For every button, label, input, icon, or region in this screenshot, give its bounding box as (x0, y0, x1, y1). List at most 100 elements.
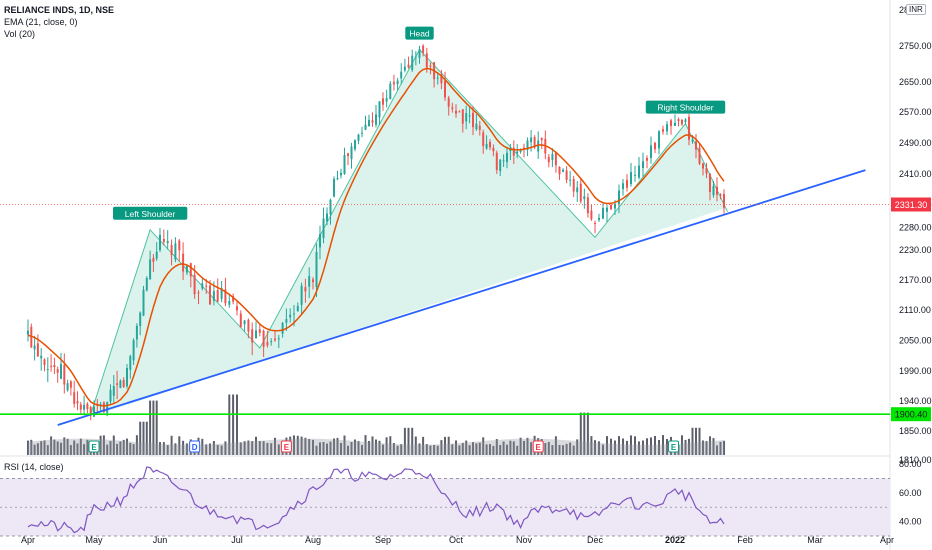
volume-bar (262, 441, 265, 455)
volume-bar (129, 442, 132, 455)
candle-body (162, 239, 165, 243)
volume-bar (166, 445, 169, 455)
volume-bar (116, 443, 119, 455)
rsi-legend[interactable]: RSI (14, close) (4, 462, 64, 472)
volume-bar (220, 445, 223, 455)
price-tick: 2410.00 (899, 169, 932, 179)
candle-body (554, 152, 557, 166)
candle-body (266, 342, 269, 346)
volume-bar (296, 435, 299, 455)
price-tick: 2230.00 (899, 245, 932, 255)
volume-bar (174, 443, 177, 455)
volume-bar (547, 442, 550, 455)
volume-bar (382, 444, 384, 455)
volume-bar (461, 442, 464, 455)
volume-bar (277, 444, 280, 455)
candle-body (512, 147, 515, 156)
time-tick: Nov (516, 535, 533, 545)
candle-body (650, 145, 652, 158)
volume-bar (319, 442, 321, 455)
price-tick: 2650.00 (899, 77, 932, 87)
pattern-label-head: Head (405, 26, 434, 40)
candle-body (27, 330, 29, 335)
candle-body (614, 203, 616, 209)
volume-bar (361, 445, 363, 455)
volume-bar (458, 445, 461, 455)
candle-body (361, 132, 363, 134)
volume-bar (565, 443, 568, 455)
candle-body (411, 55, 414, 70)
candle-body (712, 186, 715, 196)
candle-body (277, 338, 280, 340)
candle-body (329, 199, 332, 215)
candle-body (658, 131, 660, 149)
volume-bar (378, 440, 381, 455)
volume-bar (266, 443, 269, 455)
candle-body (357, 134, 360, 141)
volume-bar (468, 445, 471, 455)
volume-bar (60, 442, 62, 455)
volume-bar (658, 440, 660, 455)
volume-bar (444, 436, 446, 455)
volume-bar (247, 440, 250, 455)
legend-symbol[interactable]: RELIANCE INDS, 1D, NSE (4, 5, 115, 15)
legend-volume[interactable]: Vol (20) (4, 29, 36, 39)
candle-body (638, 165, 640, 178)
candle-body (610, 204, 612, 210)
candle-body (350, 146, 353, 160)
volume-bar (357, 441, 360, 455)
volume-bar (712, 438, 715, 455)
time-tick: 2022 (665, 535, 685, 545)
event-marker-box (189, 440, 201, 453)
pattern-label-right-shoulder: Right Shoulder (645, 100, 726, 114)
candle-body (403, 66, 406, 71)
volume-bar (155, 400, 158, 456)
candle-body (354, 140, 356, 150)
volume-bar (626, 440, 628, 455)
volume-bar (56, 441, 59, 455)
volume-bar (598, 441, 600, 455)
candle-body (319, 234, 321, 248)
candle-body (126, 368, 128, 387)
candle-body (224, 289, 227, 304)
volume-bar (270, 443, 273, 455)
ema-line (27, 67, 725, 407)
volume-bar (523, 441, 525, 455)
volume-bar (569, 442, 572, 455)
candle-body (336, 178, 339, 180)
candle-body (396, 80, 399, 85)
candle-body (562, 169, 564, 172)
volume-bar (684, 439, 687, 455)
event-marker-e: E (668, 440, 679, 453)
time-tick: Dec (587, 535, 604, 545)
rsi-tick: 60.00 (899, 488, 922, 498)
volume-bar (126, 438, 128, 455)
candle-body (705, 168, 708, 174)
candle-body (232, 296, 235, 302)
pattern-label-bg (645, 100, 726, 114)
volume-bar (705, 441, 708, 455)
candle-body (343, 155, 346, 174)
volume-bar (132, 444, 135, 455)
price-tick: 2110.00 (899, 305, 931, 315)
volume-bar (512, 441, 515, 455)
candle-body (489, 141, 491, 148)
volume-bar (403, 427, 406, 455)
currency-badge[interactable]: INR (906, 4, 926, 15)
volume-bar (109, 441, 112, 455)
price-tick: 2170.00 (899, 275, 932, 285)
candle-body (440, 74, 443, 84)
candle-body (281, 322, 284, 334)
candle-body (618, 190, 620, 204)
volume-bar (139, 421, 142, 455)
legend-ema[interactable]: EMA (21, close, 0) (4, 17, 78, 27)
candle-body (83, 404, 86, 410)
volume-bar (300, 436, 303, 455)
candle-body (526, 140, 529, 150)
candle-body (371, 120, 374, 123)
time-tick: Apr (21, 535, 35, 545)
volume-bar (212, 441, 215, 455)
neckline-trendline (57, 169, 866, 426)
